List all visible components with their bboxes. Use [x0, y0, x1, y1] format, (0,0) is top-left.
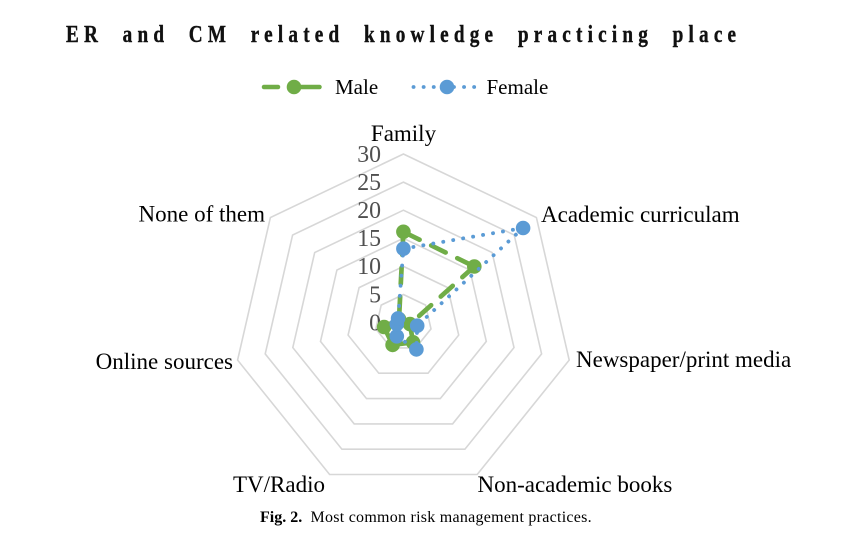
svg-text:20: 20 [357, 198, 381, 224]
svg-text:Newspaper/print media: Newspaper/print media [576, 347, 791, 372]
svg-text:Online sources: Online sources [96, 349, 233, 374]
svg-text:15: 15 [357, 226, 381, 252]
svg-text:25: 25 [357, 170, 381, 196]
svg-text:TV/Radio: TV/Radio [233, 472, 325, 497]
svg-text:Non-academic books: Non-academic books [478, 472, 673, 497]
svg-text:Female: Female [487, 75, 549, 99]
svg-text:None of them: None of them [139, 202, 266, 227]
svg-text:0: 0 [369, 310, 381, 336]
svg-text:5: 5 [369, 282, 381, 308]
svg-text:Family: Family [371, 121, 437, 146]
svg-text:Most common risk management pr: Most common risk management practices. [311, 509, 592, 526]
svg-text:ER and CM related knowledge pr: ER and CM related knowledge practicing p… [66, 21, 737, 48]
svg-text:30: 30 [357, 142, 381, 168]
svg-text:Fig. 2.: Fig. 2. [260, 509, 302, 526]
svg-text:Academic curriculam: Academic curriculam [541, 202, 740, 227]
svg-text:Male: Male [335, 75, 378, 99]
svg-text:10: 10 [357, 254, 381, 280]
